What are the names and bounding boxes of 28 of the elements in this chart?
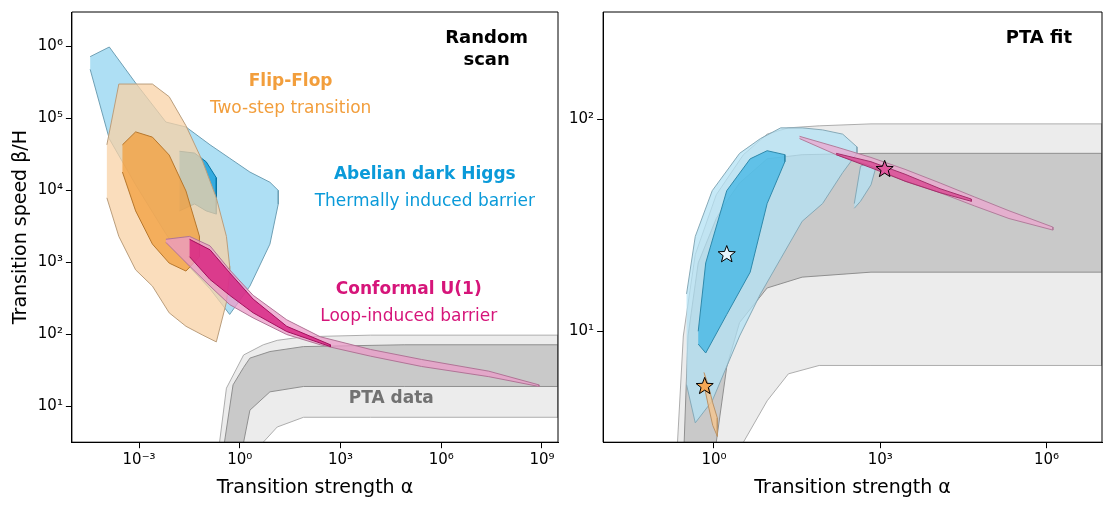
text: Conformal U(1)	[335, 278, 482, 299]
y-tick-label: 10⁴	[37, 180, 63, 199]
x-tick-label: 10³	[327, 450, 354, 469]
x-tick-label: 10⁶	[428, 450, 454, 469]
y-tick-label: 10⁵	[37, 108, 63, 127]
annotation: Two-step transition	[208, 96, 372, 117]
text: Flip-Flop	[248, 69, 333, 90]
annotation: Thermally induced barrier	[313, 189, 535, 210]
text: Abelian dark Higgs	[333, 162, 516, 183]
y-tick-label: 10¹	[568, 321, 595, 340]
x-axis-title: Transition strength α	[753, 474, 951, 497]
series-label: PTA data	[348, 387, 434, 408]
x-tick-label: 10⁹	[529, 450, 555, 469]
y-tick-label: 10²	[568, 109, 595, 128]
y-tick-label: 10²	[37, 324, 63, 343]
x-tick-label: 10³	[867, 450, 893, 469]
x-axis-title: Transition strength α	[215, 474, 414, 497]
y-tick-label: 10³	[37, 252, 63, 271]
text: PTA fit	[1005, 25, 1073, 47]
y-axis-title: Transition speed β/H	[8, 130, 31, 326]
x-tick-label: 10⁶	[1034, 450, 1060, 469]
x-tick-label: 10⁰	[227, 450, 253, 469]
text: Random scan	[445, 25, 528, 69]
annotation: Loop-induced barrier	[320, 305, 498, 326]
x-tick-label: 10⁰	[701, 450, 727, 469]
y-tick-label: 10¹	[37, 396, 63, 415]
x-tick-label: 10⁻³	[122, 450, 156, 469]
y-tick-label: 10⁶	[37, 36, 63, 55]
